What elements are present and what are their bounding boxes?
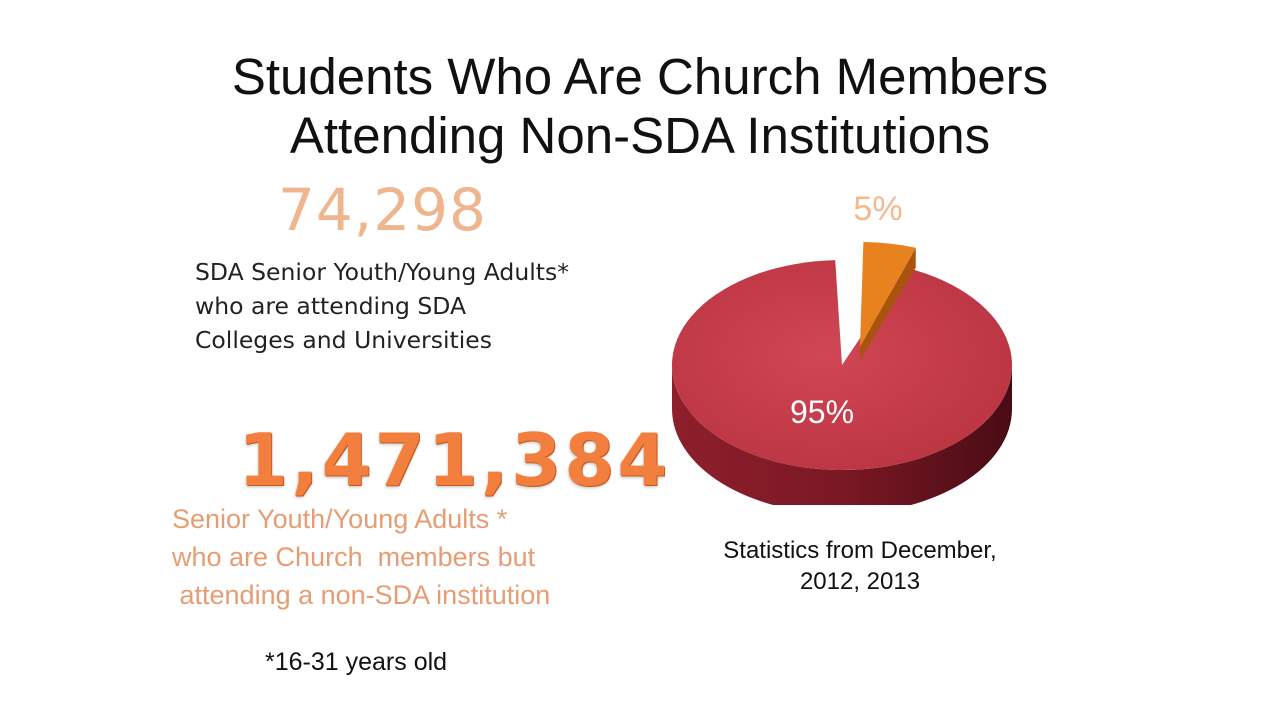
source-line-1: Statistics from December,: [723, 537, 997, 564]
title-line-2: Attending Non-SDA Institutions: [289, 107, 991, 164]
pie-label-95: 95%: [790, 394, 854, 430]
pie-slice-95: [672, 260, 1012, 470]
sda-attendance-count: 74,298: [278, 176, 487, 244]
pie-label-5: 5%: [853, 190, 902, 228]
pie-slice-5: [860, 242, 916, 347]
pie-slice-5-side: [860, 247, 916, 361]
non-sda-attendance-count: 1,471,384: [238, 418, 671, 502]
non-sda-desc-line-1: Senior Youth/Young Adults *: [172, 504, 508, 534]
statistics-source: Statistics from December, 2012, 2013: [690, 535, 1030, 597]
sda-desc-line-1: SDA Senior Youth/Young Adults*: [195, 258, 569, 286]
slide-title: Students Who Are Church Members Attendin…: [0, 47, 1280, 165]
non-sda-desc-line-3: attending a non-SDA institution: [172, 580, 551, 610]
sda-desc-line-2: who are attending SDA: [195, 292, 467, 320]
sda-desc-line-3: Colleges and Universities: [195, 326, 492, 354]
age-footnote: *16-31 years old: [265, 648, 448, 676]
non-sda-desc-line-2: who are Church members but: [172, 542, 536, 572]
title-line-1: Students Who Are Church Members: [231, 48, 1049, 105]
sda-attendance-description: SDA Senior Youth/Young Adults* who are a…: [195, 255, 665, 357]
source-line-2: 2012, 2013: [799, 568, 921, 595]
pie-slice-95-side: [672, 365, 1012, 505]
non-sda-attendance-description: Senior Youth/Young Adults * who are Chur…: [172, 500, 642, 614]
pie-chart: 5% 95%: [672, 190, 1012, 505]
